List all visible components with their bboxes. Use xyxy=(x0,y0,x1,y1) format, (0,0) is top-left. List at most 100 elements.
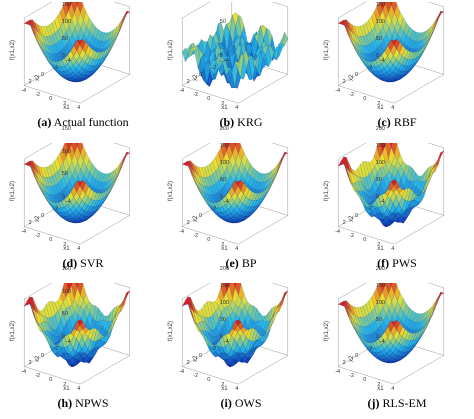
axis-back-edge xyxy=(427,143,444,149)
axis-box xyxy=(23,283,131,385)
z-tick-label: 100 xyxy=(375,19,385,25)
axis-back-edge xyxy=(113,2,130,8)
y-tick-label: 2 xyxy=(342,220,346,227)
x-tick-label: 0 xyxy=(363,377,367,384)
z-axis-label: f(x1,x2) xyxy=(168,180,174,201)
z-tick-label: 100 xyxy=(61,19,71,25)
z-axis-label: f(x1,x2) xyxy=(324,320,330,341)
x-tick-label: 2 xyxy=(63,100,67,107)
axis-back-edge xyxy=(182,143,211,160)
y-tick-label: -2 xyxy=(211,346,217,352)
y-axis-line xyxy=(394,74,444,104)
surface-panel: 0 50 100 150 200 -4 -2 0 2 4 -4 -2 0 2 f(x1,x2) x1 x2 (j)… xyxy=(322,266,472,413)
surface-plot xyxy=(181,2,289,104)
y-tick-label: 0 xyxy=(355,353,359,360)
surface-panel: 0 50 100 150 200 -4 -2 0 2 4 -4 -2 0 2 f(x1,x2) x1 x2 (e)… xyxy=(166,126,316,273)
panel-caption-letter: (a) xyxy=(37,115,52,129)
x-axis-label: x1 xyxy=(221,245,228,252)
axis-back-edge xyxy=(182,2,211,19)
x-axis-line xyxy=(182,226,239,245)
z-axis-label: f(x1,x2) xyxy=(324,180,330,201)
z-tick-label: 150 xyxy=(219,283,229,290)
x-tick-label: -2 xyxy=(193,373,199,379)
y-tick-label: 0 xyxy=(41,213,45,220)
axis-back-edge xyxy=(113,143,130,149)
x-axis-label: x1 xyxy=(63,104,70,111)
x-tick-label: 4 xyxy=(235,105,239,112)
axis-back-edge xyxy=(271,143,288,149)
surface-mesh xyxy=(182,283,288,368)
x-tick-label: -4 xyxy=(21,368,27,375)
surface-facet xyxy=(235,319,242,326)
axis-back-edge xyxy=(427,283,444,289)
y-tick-label: -2 xyxy=(53,65,59,71)
surface-facet xyxy=(120,151,127,167)
x-tick-label: 0 xyxy=(363,237,367,244)
panel-caption-name: Actual function xyxy=(53,115,129,129)
surface-facet xyxy=(234,180,242,186)
y-axis-line xyxy=(394,355,444,385)
x-tick-label: 2 xyxy=(221,381,225,388)
axis-back-edge xyxy=(338,2,367,19)
surface-facet xyxy=(390,39,398,45)
z-tick-label: 100 xyxy=(375,160,385,166)
z-tick-label: 100 xyxy=(61,148,71,155)
y-tick-label: -2 xyxy=(367,65,373,71)
surface-facet xyxy=(76,180,84,186)
y-tick-label: 2 xyxy=(28,220,32,227)
x-axis-line xyxy=(338,366,395,385)
x-tick-label: 2 xyxy=(377,381,381,388)
axis-back-edge xyxy=(427,2,444,8)
x-tick-label: 2 xyxy=(63,381,67,388)
surface-facet xyxy=(279,296,286,308)
z-tick-label: 0 xyxy=(219,52,223,59)
x-tick-label: -4 xyxy=(21,228,27,235)
x-tick-label: 2 xyxy=(377,241,381,248)
y-tick-label: -4 xyxy=(223,338,229,345)
panel-caption-name: KRG xyxy=(237,115,263,129)
panel-caption: (c) RBF xyxy=(322,115,472,130)
panel-caption: (f) PWS xyxy=(322,256,472,271)
x-tick-label: -4 xyxy=(21,87,27,94)
z-tick-label: 0 xyxy=(375,193,379,200)
z-tick-label: 50 xyxy=(219,19,226,25)
y-tick-label: 0 xyxy=(199,72,203,79)
surface-facet xyxy=(437,150,444,160)
y-axis-line xyxy=(394,215,444,245)
x-tick-label: -4 xyxy=(179,368,185,375)
x-axis-label: x1 xyxy=(63,245,70,252)
panel-caption-letter: (h) xyxy=(57,396,73,410)
y-axis-line xyxy=(238,215,288,245)
z-tick-label: 50 xyxy=(61,171,68,178)
y-tick-label: 2 xyxy=(28,79,32,86)
z-axis-label: f(x1,x2) xyxy=(10,320,16,341)
surface-mesh xyxy=(24,2,130,83)
x-tick-label: 2 xyxy=(221,241,225,248)
z-tick-label: 150 xyxy=(375,283,385,290)
y-tick-label: -4 xyxy=(379,198,385,205)
panel-caption: (j) RLS-EM xyxy=(322,396,472,411)
y-axis-label: x2 xyxy=(193,355,199,363)
y-tick-label: 0 xyxy=(199,353,203,360)
x-tick-label: -2 xyxy=(193,92,199,98)
y-tick-label: 2 xyxy=(28,360,32,367)
z-tick-label: 0 xyxy=(61,193,65,200)
z-axis-label: f(x1,x2) xyxy=(324,39,330,60)
surface-facet xyxy=(434,291,441,307)
panel-caption-name: BP xyxy=(241,256,257,270)
surface-mesh xyxy=(338,143,444,228)
y-tick-label: -4 xyxy=(65,338,71,345)
x-tick-label: 4 xyxy=(77,105,81,112)
panel-caption-letter: (i) xyxy=(220,396,232,410)
z-tick-label: 150 xyxy=(61,2,71,9)
y-axis-line xyxy=(80,215,130,245)
z-tick-label: 0 xyxy=(219,333,223,340)
axis-back-edge xyxy=(113,283,130,289)
y-axis-line xyxy=(238,355,288,385)
y-tick-label: 0 xyxy=(199,213,203,220)
y-tick-label: -4 xyxy=(65,57,71,64)
axis-back-edge xyxy=(271,2,288,8)
y-axis-label: x2 xyxy=(35,215,41,223)
z-tick-label: 150 xyxy=(219,143,229,150)
surface-plot xyxy=(23,143,131,245)
